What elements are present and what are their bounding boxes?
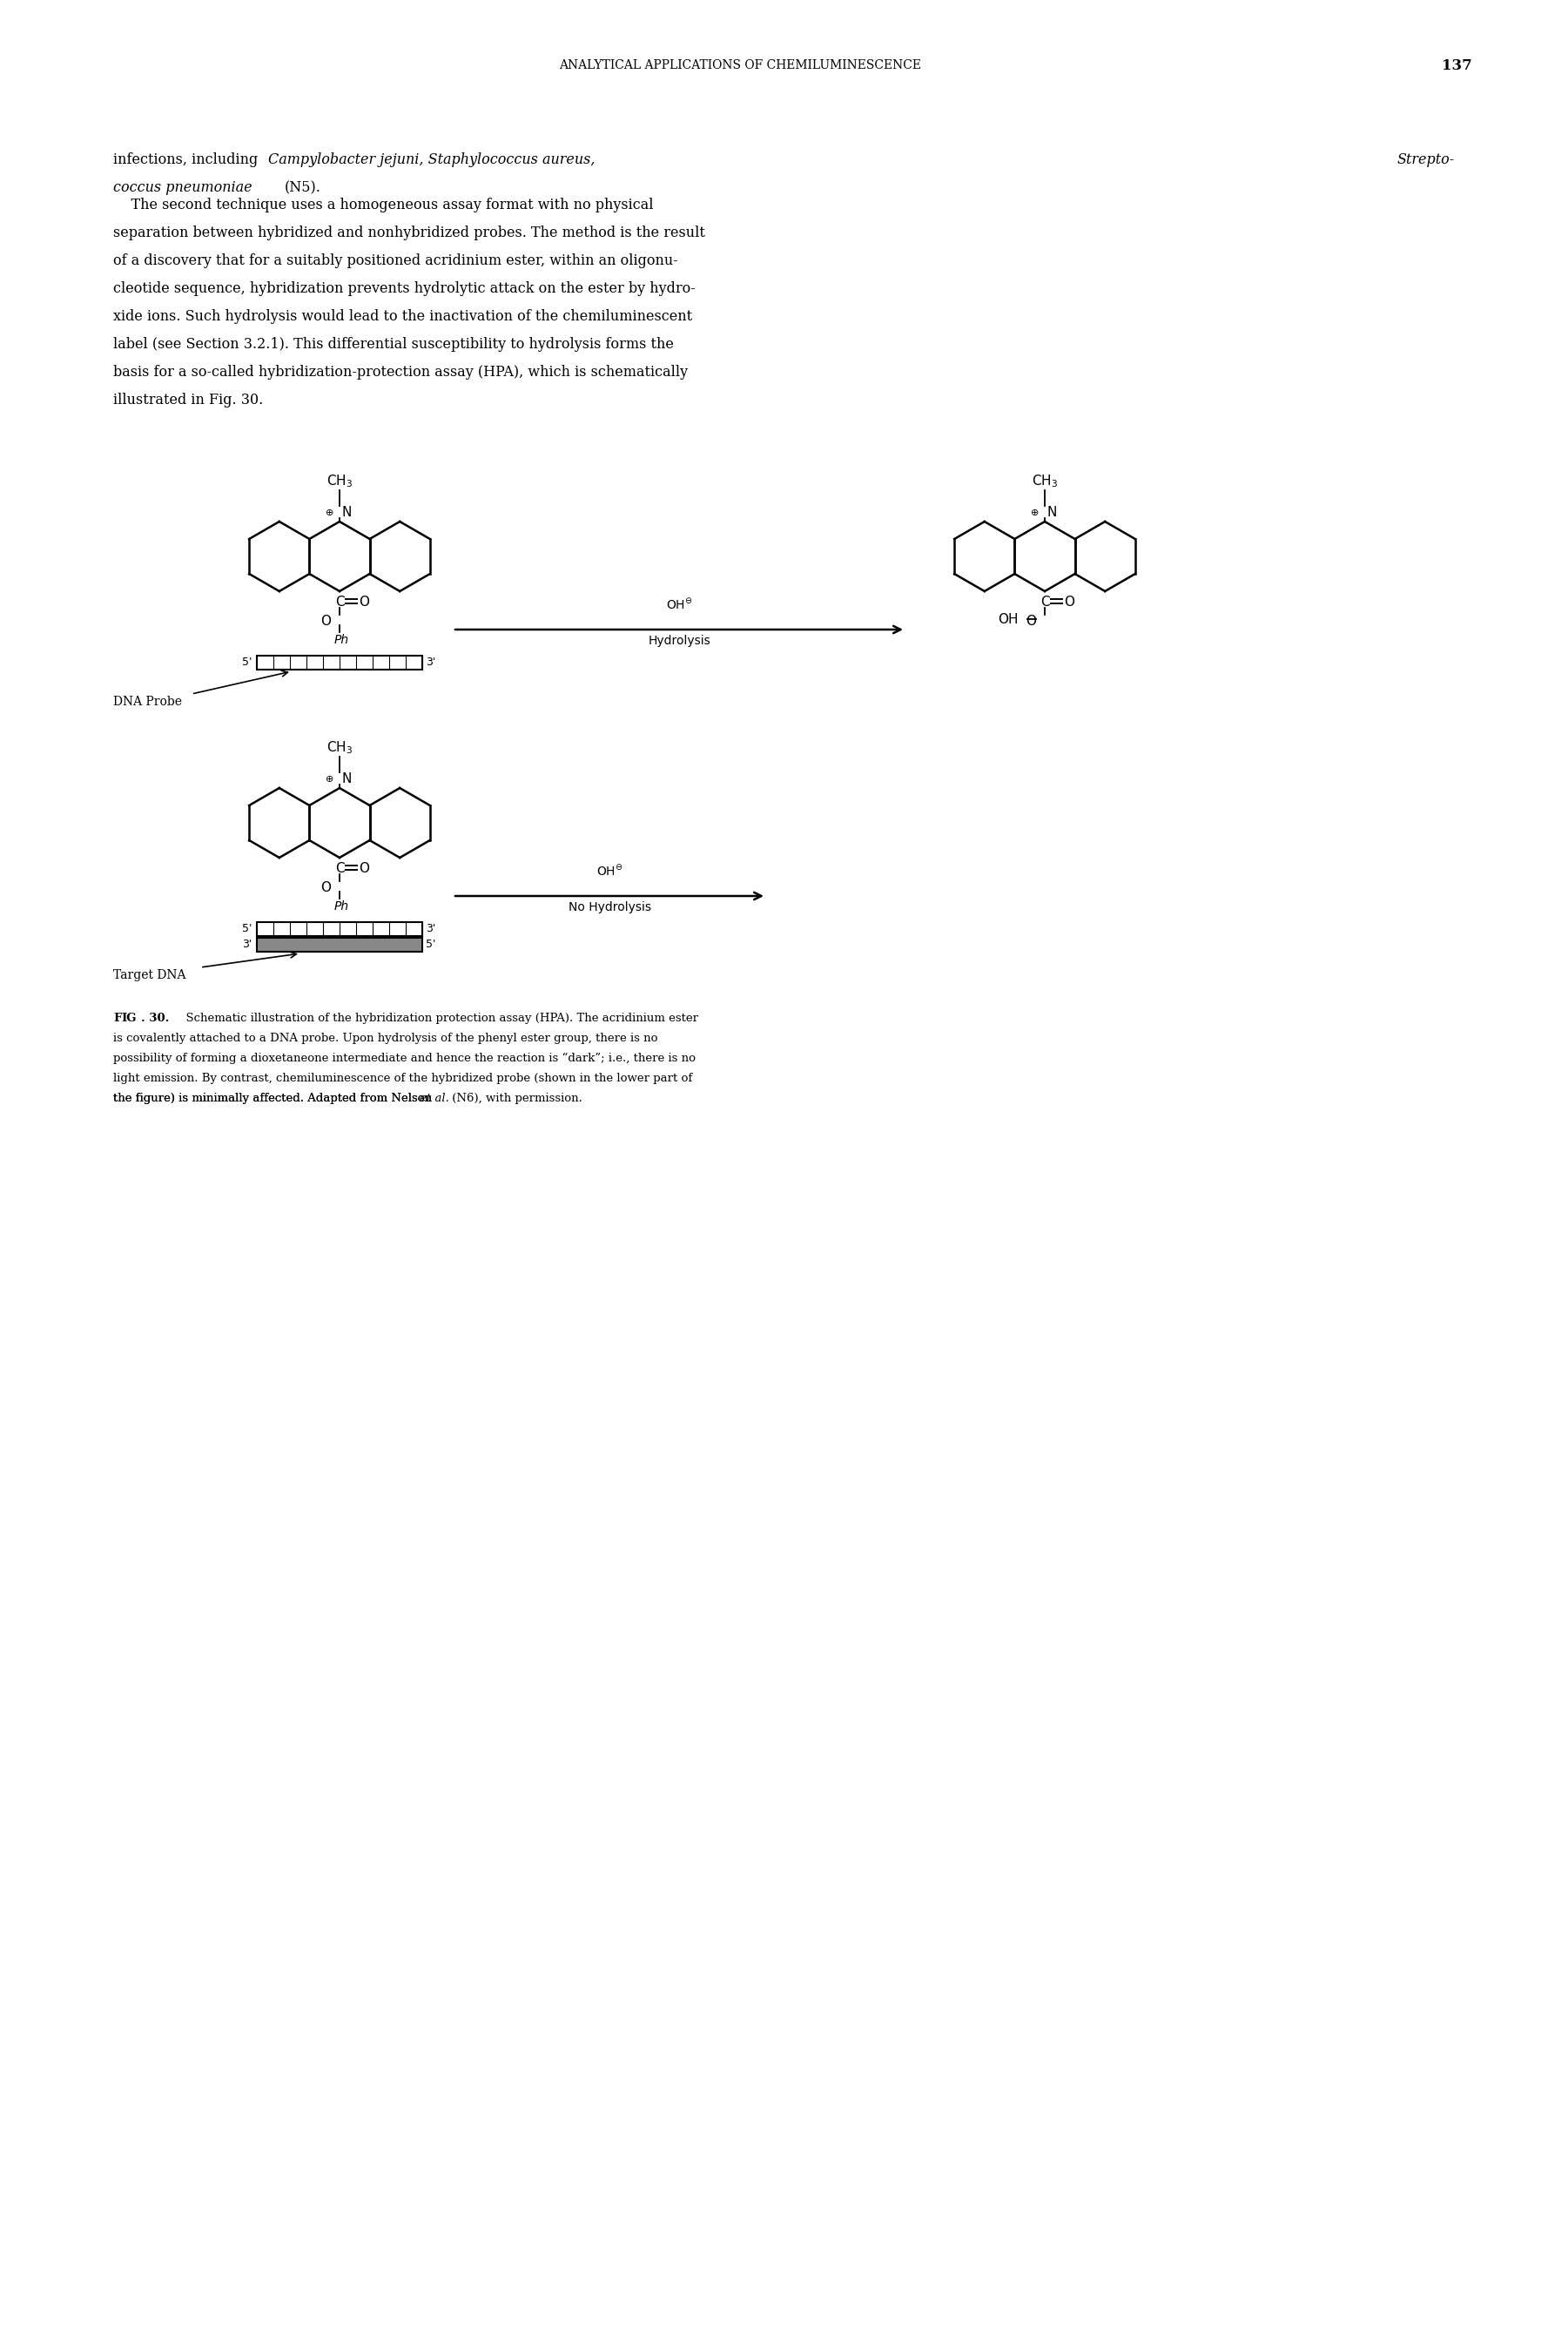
Text: OH$^{\ominus}$: OH$^{\ominus}$ [666, 597, 693, 611]
Bar [257, 938, 422, 952]
Text: CH$_3$: CH$_3$ [326, 738, 353, 755]
Text: ANALYTICAL APPLICATIONS OF CHEMILUMINESCENCE: ANALYTICAL APPLICATIONS OF CHEMILUMINESC… [560, 59, 922, 71]
Text: xide ions. Such hydrolysis would lead to the inactivation of the chemiluminescen: xide ions. Such hydrolysis would lead to… [113, 308, 691, 324]
Text: Target DNA: Target DNA [113, 969, 187, 980]
Text: IG: IG [121, 1013, 136, 1025]
Text: C: C [1040, 595, 1049, 609]
Text: Ph: Ph [334, 635, 348, 647]
Bar [257, 656, 422, 670]
Text: coccus pneumoniae: coccus pneumoniae [113, 181, 252, 195]
Bar [257, 922, 422, 936]
Text: infections, including: infections, including [113, 153, 262, 167]
Text: N: N [342, 773, 351, 785]
Text: 5': 5' [241, 924, 251, 936]
Text: O: O [1065, 595, 1074, 609]
Text: $\oplus$: $\oplus$ [325, 773, 334, 783]
Text: 3': 3' [426, 924, 436, 936]
Text: Schematic illustration of the hybridization protection assay (HPA). The acridini: Schematic illustration of the hybridizat… [179, 1013, 698, 1025]
Text: (N5).: (N5). [285, 181, 321, 195]
Text: The second technique uses a homogeneous assay format with no physical: The second technique uses a homogeneous … [113, 197, 654, 212]
Text: N: N [342, 505, 351, 520]
Text: O: O [1025, 614, 1036, 628]
Text: is covalently attached to a DNA probe. Upon hydrolysis of the phenyl ester group: is covalently attached to a DNA probe. U… [113, 1032, 657, 1044]
Text: label (see Section 3.2.1). This differential susceptibility to hydrolysis forms : label (see Section 3.2.1). This differen… [113, 336, 674, 353]
Text: the figure) is minimally affected. Adapted from Nelson: the figure) is minimally affected. Adapt… [113, 1093, 431, 1105]
Text: Ph: Ph [334, 900, 348, 912]
Text: DNA Probe: DNA Probe [113, 696, 182, 708]
Text: C: C [336, 595, 343, 609]
Text: $\oplus$: $\oplus$ [325, 508, 334, 517]
Text: illustrated in Fig. 30.: illustrated in Fig. 30. [113, 393, 263, 407]
Text: F: F [113, 1013, 121, 1025]
Text: basis for a so-called hybridization-protection assay (HPA), which is schematical: basis for a so-called hybridization-prot… [113, 364, 688, 379]
Text: 5': 5' [241, 656, 251, 668]
Text: OH$^{\ominus}$: OH$^{\ominus}$ [596, 863, 622, 879]
Text: 3': 3' [426, 656, 436, 668]
Text: Strepto-: Strepto- [1397, 153, 1455, 167]
Text: O: O [320, 614, 331, 628]
Bar [257, 938, 422, 952]
Text: possibility of forming a dioxetaneone intermediate and hence the reaction is “da: possibility of forming a dioxetaneone in… [113, 1053, 696, 1065]
Text: 137: 137 [1443, 59, 1472, 73]
Text: N: N [1046, 505, 1057, 520]
Text: O: O [320, 882, 331, 893]
Text: the figure) is minimally affected. Adapted from Nelson: the figure) is minimally affected. Adapt… [113, 1093, 431, 1105]
Text: No Hydrolysis: No Hydrolysis [568, 900, 651, 915]
Text: of a discovery that for a suitably positioned acridinium ester, within an oligon: of a discovery that for a suitably posit… [113, 254, 677, 268]
Text: cleotide sequence, hybridization prevents hydrolytic attack on the ester by hydr: cleotide sequence, hybridization prevent… [113, 282, 696, 296]
Text: CH$_3$: CH$_3$ [1032, 473, 1058, 489]
Text: . 30.: . 30. [141, 1013, 169, 1025]
Text: OH: OH [999, 614, 1019, 625]
Text: CH$_3$: CH$_3$ [326, 473, 353, 489]
Text: 3': 3' [241, 938, 251, 950]
Text: $\oplus$: $\oplus$ [1030, 508, 1038, 517]
Text: 5': 5' [426, 938, 436, 950]
Text: et al.: et al. [420, 1093, 448, 1105]
Text: separation between hybridized and nonhybridized probes. The method is the result: separation between hybridized and nonhyb… [113, 226, 706, 240]
Text: C: C [336, 863, 343, 875]
Text: O: O [359, 863, 368, 875]
Text: O: O [359, 595, 368, 609]
Text: (N6), with permission.: (N6), with permission. [448, 1093, 582, 1105]
Text: light emission. By contrast, chemiluminescence of the hybridized probe (shown in: light emission. By contrast, chemilumine… [113, 1072, 693, 1084]
Text: Campylobacter jejuni, Staphylococcus aureus,: Campylobacter jejuni, Staphylococcus aur… [268, 153, 596, 167]
Text: Hydrolysis: Hydrolysis [648, 635, 710, 647]
